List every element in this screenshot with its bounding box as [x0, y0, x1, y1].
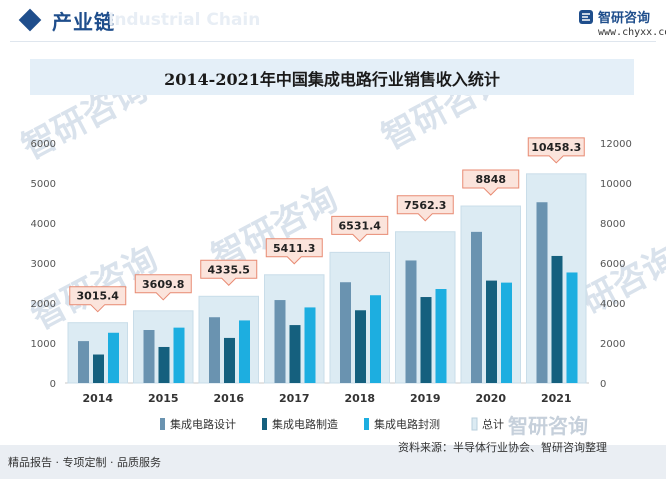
bar-design [274, 300, 286, 383]
total-label: 4335.5 [200, 259, 258, 286]
total-value-label: 10458.3 [531, 141, 581, 154]
x-tick-label: 2019 [410, 392, 441, 405]
footer-tagline: 精品报告 · 专项定制 · 品质服务 [8, 456, 161, 469]
x-tick-label: 2017 [279, 392, 310, 405]
label-callout-box [200, 259, 258, 286]
watermark-logo-text: 智研咨询 [508, 414, 588, 438]
header-divider [10, 41, 656, 42]
x-tick-label: 2015 [148, 392, 179, 405]
legend-swatch [471, 417, 478, 431]
x-tick-label: 2018 [344, 392, 375, 405]
bar-manufacture [486, 280, 497, 383]
bar-manufacture [224, 337, 235, 383]
total-value-label: 6531.4 [339, 219, 382, 232]
y-right-tick-label: 0 [600, 379, 606, 390]
bar-manufacture [289, 325, 301, 383]
page-header: 产业链 Industrial Chain 智研咨询 www.chyxx.com [0, 0, 666, 44]
bar-design [471, 231, 482, 383]
legend-label: 总计 [482, 417, 504, 431]
total-label: 5411.3 [265, 238, 323, 265]
bar-packaging [501, 282, 512, 383]
bar-design [143, 330, 155, 383]
x-tick-label: 2014 [82, 392, 113, 405]
total-value-label: 3015.4 [77, 290, 120, 303]
total-value-label: 3609.8 [142, 278, 184, 291]
total-value-label: 8848 [475, 173, 506, 186]
bar-manufacture [158, 346, 170, 383]
bar-design [340, 282, 351, 383]
bar-design [405, 260, 417, 383]
bar-packaging [435, 289, 447, 383]
bar-design [209, 317, 220, 383]
x-tick-label: 2016 [213, 392, 244, 405]
bar-manufacture [420, 297, 432, 383]
bar-packaging [239, 320, 250, 383]
legend: 集成电路设计 集成电路制造 集成电路封测 总计 智研咨询 [160, 414, 588, 438]
bar-packaging [304, 307, 316, 383]
y-left-tick-label: 4000 [31, 219, 56, 230]
header-watermark: Industrial Chain [108, 10, 261, 30]
bar-manufacture [93, 354, 104, 383]
total-label: 10458.3 [527, 137, 585, 164]
y-left-tick-label: 0 [50, 379, 56, 390]
bars-layer [67, 173, 587, 384]
legend-swatch [160, 418, 165, 430]
legend-label: 集成电路封测 [374, 417, 440, 431]
brand-logo-icon [579, 10, 593, 24]
y-right-tick-label: 12000 [600, 139, 632, 150]
label-callout-box [331, 215, 389, 243]
page-footer: 精品报告 · 专项定制 · 品质服务 资料来源：半导体行业协会、智研咨询整理 [0, 441, 666, 479]
bar-packaging [566, 272, 578, 383]
label-callout-box [69, 286, 127, 313]
total-label: 7562.3 [396, 195, 454, 222]
label-callout-box [265, 238, 323, 265]
total-value-label: 4335.5 [208, 263, 250, 276]
axes-layer: 0 1000 2000 3000 4000 5000 6000 0 2000 4000 6000 80… [31, 139, 632, 405]
brand-name: 智研咨询 [598, 11, 651, 26]
y-right-tick-label: 8000 [600, 219, 625, 230]
y-right-tick-label: 6000 [600, 259, 625, 270]
y-left-tick-label: 5000 [31, 179, 56, 190]
label-callout-box [462, 169, 520, 196]
y-right-tick-label: 2000 [600, 339, 625, 350]
bar-manufacture [355, 310, 366, 383]
total-label: 6531.4 [331, 215, 389, 243]
total-label: 3015.4 [69, 286, 127, 313]
y-left-tick-label: 2000 [31, 299, 56, 310]
total-value-label: 5411.3 [273, 242, 315, 255]
y-right-tick-label: 4000 [600, 299, 625, 310]
legend-swatch [364, 418, 369, 430]
bar-packaging [108, 332, 119, 383]
y-left-tick-label: 3000 [31, 259, 56, 270]
legend-swatch [262, 418, 267, 430]
x-tick-label: 2021 [541, 392, 572, 405]
brand-url[interactable]: www.chyxx.com [598, 27, 666, 38]
data-source: 资料来源：半导体行业协会、智研咨询整理 [398, 441, 607, 454]
label-callout-box [527, 137, 585, 164]
total-label: 8848 [462, 169, 520, 196]
diamond-icon [18, 8, 42, 32]
chart-title: 2014-2021年中国集成电路行业销售收入统计 [164, 70, 500, 89]
total-label: 3609.8 [134, 274, 192, 301]
total-value-label: 7562.3 [404, 199, 446, 212]
legend-label: 集成电路制造 [272, 417, 338, 431]
y-left-tick-label: 6000 [31, 139, 56, 150]
bar-packaging [173, 327, 185, 383]
legend-label: 集成电路设计 [170, 417, 236, 431]
total-labels-layer: 3015.4 3609.8 4335.5 5411.3 6531.4 7562.3 8848… [69, 137, 585, 313]
bar-packaging [370, 295, 381, 383]
bar-design [78, 341, 89, 383]
label-callout-box [396, 195, 454, 222]
label-callout-box [134, 274, 192, 301]
chart-title-band: 2014-2021年中国集成电路行业销售收入统计 [30, 59, 634, 95]
section-title: 产业链 [52, 10, 115, 34]
y-left-tick-label: 1000 [31, 339, 56, 350]
x-tick-label: 2020 [475, 392, 506, 405]
y-right-tick-label: 10000 [600, 179, 632, 190]
bar-manufacture [551, 255, 563, 383]
bar-design [536, 202, 548, 383]
